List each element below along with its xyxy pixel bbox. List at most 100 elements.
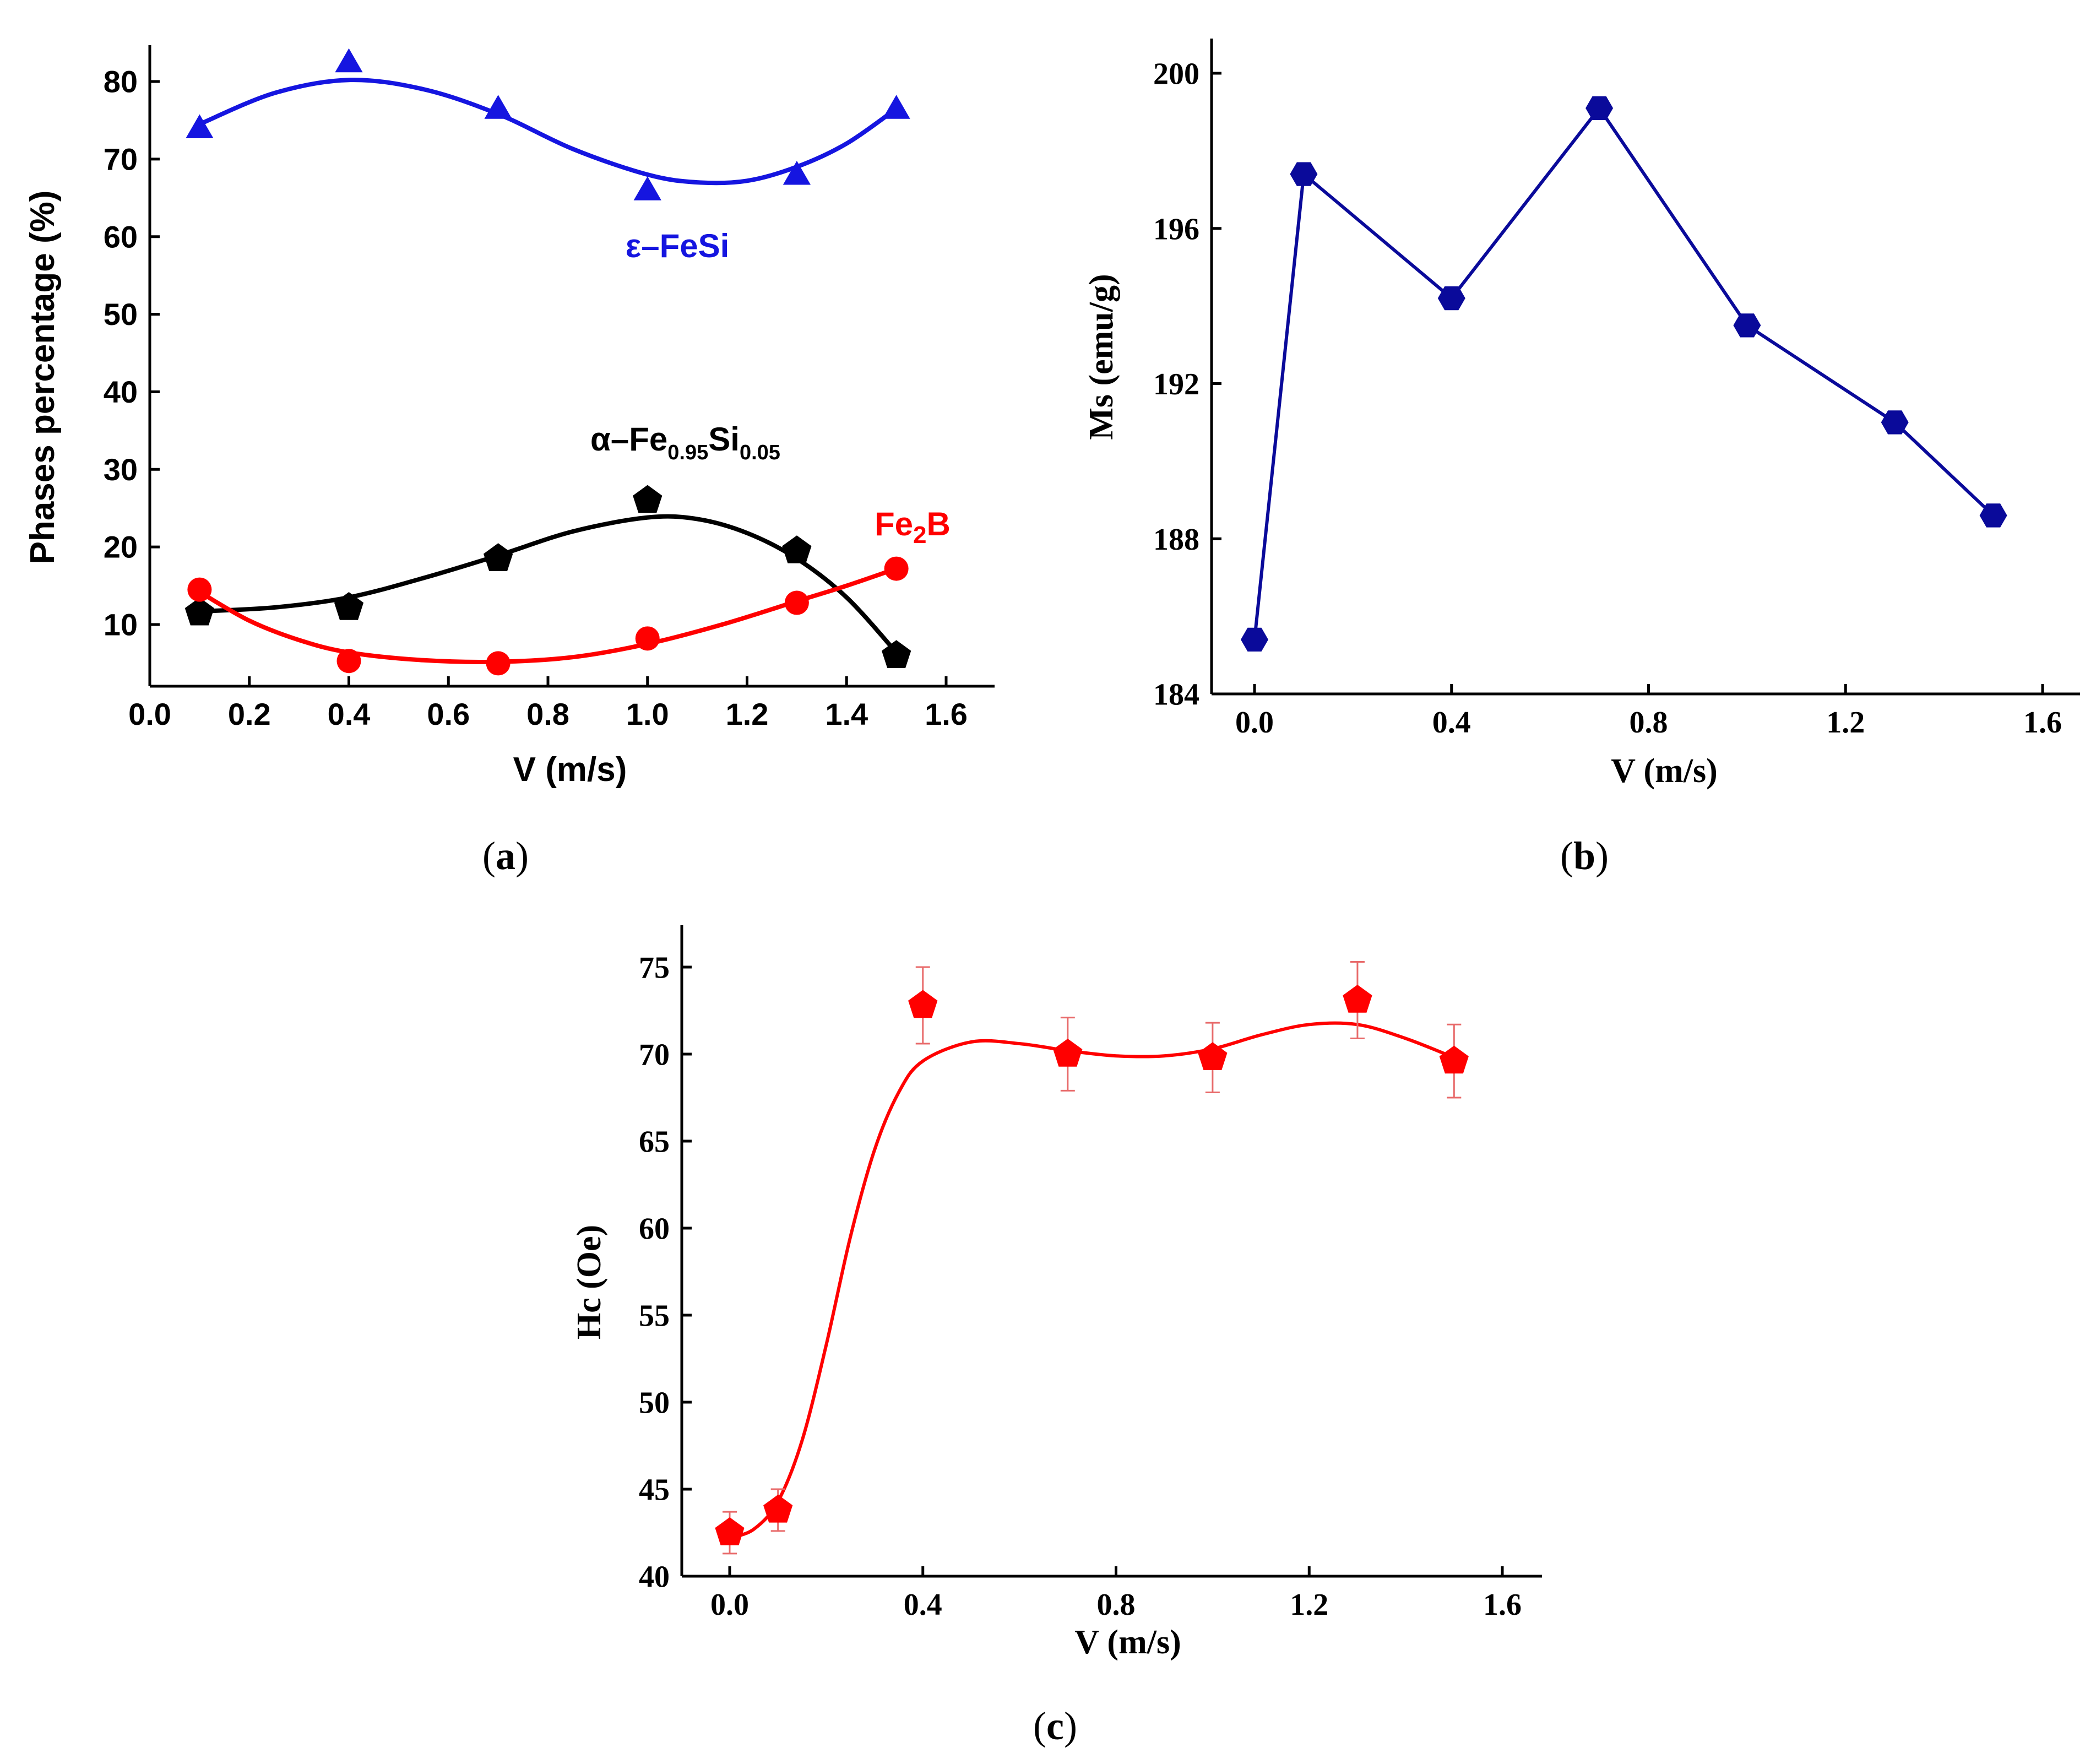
data-point-ms: [1241, 627, 1268, 652]
b-y-tick-label: 184: [1153, 678, 1199, 712]
panel-a-x-ticks: 0.0 0.2 0.4 0.6 0.8 1.0 1.2 1.4 1.6: [128, 676, 968, 731]
legend-label-alpha-fesi: α–Fe0.95Si0.05: [590, 421, 780, 464]
data-point-hc: [1343, 985, 1372, 1013]
data-point-ms: [1733, 313, 1761, 338]
a-x-tick-label: 0.2: [228, 697, 271, 731]
a-y-tick-label: 30: [104, 452, 138, 487]
panel-c-error-bars: [723, 961, 1462, 1555]
a-x-tick-label: 1.2: [726, 697, 769, 731]
data-point-fesi: [484, 95, 512, 119]
data-point-fe2b: [635, 626, 660, 651]
data-point-alpha-fesi: [334, 592, 364, 620]
panel-a: 10 20 30 40 50 60 70 80 0.0 0.2 0.4 0.6 0.8 1.0 1.2 1.…: [24, 45, 995, 878]
panel-c-x-axis-label: V (m/s): [1074, 1624, 1181, 1661]
panel-a-data-points: [184, 48, 911, 676]
data-point-fesi: [633, 176, 661, 200]
c-x-tick-label: 0.8: [1097, 1588, 1136, 1622]
fit-curve-alpha-fesi: [199, 514, 898, 654]
data-point-hc: [1198, 1042, 1228, 1070]
a-y-tick-label: 10: [104, 607, 138, 642]
c-x-tick-label: 1.2: [1290, 1588, 1328, 1622]
data-point-ms: [1881, 410, 1909, 435]
data-point-fe2b: [187, 577, 212, 602]
data-point-hc: [1053, 1039, 1083, 1067]
data-point-ms: [1437, 286, 1465, 311]
alpha-label-sub2: 0.05: [740, 441, 780, 464]
panel-b-x-ticks: 0.0 0.4 0.8 1.2 1.6: [1235, 684, 2062, 740]
panel-c: 40 45 50 55 60 65 70 75 0.0 0.4 0.8 1.2 1.6 V (m/s)…: [571, 925, 1542, 1748]
data-point-alpha-fesi: [882, 640, 911, 668]
fe2b-label-main: Fe: [875, 506, 913, 542]
b-y-tick-label: 192: [1153, 367, 1199, 401]
series-line-ms: [1253, 105, 1995, 640]
b-x-tick-label: 0.4: [1432, 705, 1471, 740]
b-y-tick-label: 196: [1153, 212, 1199, 246]
data-point-alpha-fesi: [633, 485, 663, 513]
panel-c-y-axis-label: Hc (Oe): [571, 1225, 608, 1339]
fe2b-label-sub: 2: [913, 522, 926, 549]
b-x-tick-label: 1.6: [2023, 705, 2062, 740]
a-y-tick-label: 50: [104, 297, 138, 332]
a-y-tick-label: 80: [104, 64, 138, 99]
c-y-tick-label: 50: [639, 1386, 670, 1420]
data-point-hc: [715, 1517, 745, 1545]
data-point-fe2b: [884, 556, 909, 581]
a-x-tick-label: 0.8: [526, 697, 569, 731]
data-point-ms: [1290, 162, 1318, 186]
panel-b-x-axis-label: V (m/s): [1611, 752, 1717, 790]
data-point-ms: [1979, 503, 2007, 528]
panel-b-data-points: [1241, 96, 2007, 652]
fit-curve-fe2b: [198, 566, 897, 664]
data-point-fe2b: [784, 590, 809, 615]
c-x-tick-label: 0.4: [904, 1588, 942, 1622]
panel-b-y-ticks: 184 188 192 196 200: [1153, 57, 1221, 712]
c-y-tick-label: 55: [639, 1299, 670, 1333]
b-y-tick-label: 188: [1153, 523, 1199, 557]
panel-c-caption: (c): [1033, 1704, 1077, 1748]
data-point-hc: [763, 1494, 793, 1523]
legend-label-fe2b: Fe2B: [875, 506, 951, 549]
panel-b-series-line: [1253, 105, 1995, 640]
a-x-tick-label: 0.6: [427, 697, 470, 731]
a-x-tick-label: 1.6: [925, 697, 968, 731]
a-x-tick-label: 0.4: [328, 697, 371, 731]
data-point-alpha-fesi: [484, 543, 513, 571]
c-y-tick-label: 60: [639, 1212, 670, 1246]
data-point-fesi: [882, 95, 910, 119]
panel-a-fit-curves: [198, 78, 898, 664]
panel-c-y-ticks: 40 45 50 55 60 65 70 75: [639, 951, 692, 1594]
panel-a-y-axis-label: Phases percentage (%): [24, 191, 62, 565]
a-y-tick-label: 20: [104, 530, 138, 565]
c-x-tick-label: 0.0: [710, 1588, 749, 1622]
c-x-tick-label: 1.6: [1483, 1588, 1522, 1622]
fit-curve-fesi: [198, 78, 898, 186]
fit-curve-hc: [729, 1021, 1455, 1540]
panel-b-y-axis-label: Ms (emu/g): [1083, 274, 1120, 439]
alpha-label-main: α–Fe: [590, 421, 667, 458]
b-x-tick-label: 0.0: [1235, 705, 1274, 740]
panel-c-x-ticks: 0.0 0.4 0.8 1.2 1.6: [710, 1566, 1522, 1622]
c-y-tick-label: 40: [639, 1560, 670, 1594]
legend-label-fesi: ε–FeSi: [626, 227, 730, 264]
b-y-tick-label: 200: [1153, 57, 1199, 91]
c-y-tick-label: 70: [639, 1038, 670, 1072]
data-point-alpha-fesi: [782, 535, 812, 563]
data-point-fesi: [186, 114, 214, 138]
b-x-tick-label: 0.8: [1630, 705, 1668, 740]
a-x-tick-label: 1.4: [825, 697, 868, 731]
data-point-fesi: [335, 48, 363, 73]
b-x-tick-label: 1.2: [1826, 705, 1865, 740]
panel-b-caption: (b): [1560, 834, 1609, 878]
alpha-label-sub1: 0.95: [667, 441, 708, 464]
a-y-tick-label: 70: [104, 142, 138, 176]
panel-c-caption-letter: c: [1046, 1704, 1064, 1748]
panel-a-x-axis-label: V (m/s): [513, 751, 627, 789]
a-y-tick-label: 40: [104, 374, 138, 409]
alpha-label-mid: Si: [708, 421, 740, 458]
data-point-fe2b: [336, 649, 361, 674]
panel-b-caption-letter: b: [1573, 834, 1595, 878]
a-x-tick-label: 1.0: [626, 697, 669, 731]
panel-a-caption: (a): [482, 834, 529, 878]
